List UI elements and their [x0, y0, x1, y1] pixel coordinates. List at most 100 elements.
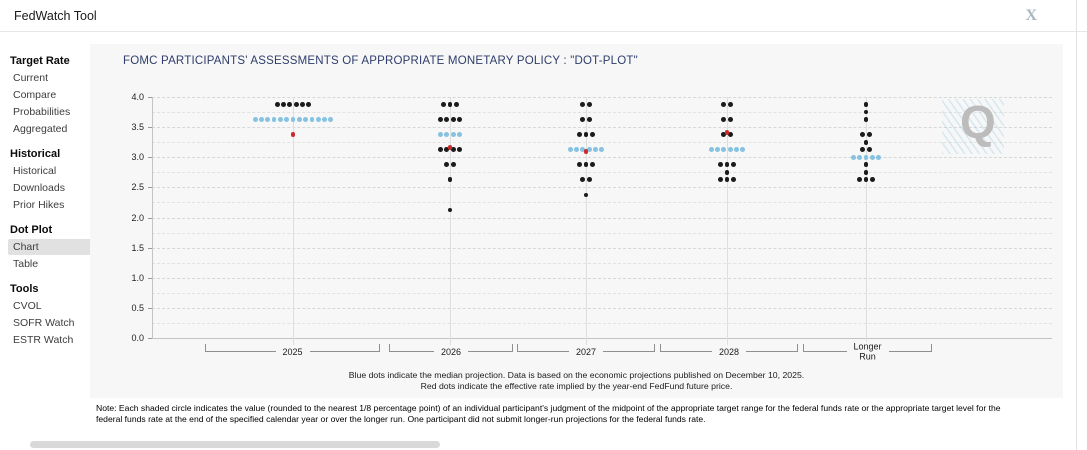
- participant-dot: [721, 117, 727, 122]
- y-axis-label: 4.0: [131, 92, 144, 102]
- y-axis-label: 0.0: [131, 333, 144, 343]
- sidebar-item-estr-watch[interactable]: ESTR Watch: [13, 334, 74, 346]
- sidebar-section-dot-plot: Dot Plot: [10, 224, 53, 236]
- major-gridline: [152, 97, 1052, 98]
- column-center-line: [586, 97, 587, 345]
- caption-line-red: Red dots indicate the effective rate imp…: [420, 380, 733, 391]
- y-axis-tick: [148, 127, 152, 129]
- participant-dot: [860, 132, 866, 138]
- sidebar-section-historical: Historical: [10, 148, 61, 160]
- app-header: FedWatch Tool X: [0, 0, 1087, 32]
- caption-line-blue: Blue dots indicate the median projection…: [348, 370, 805, 380]
- sidebar-item-compare[interactable]: Compare: [13, 89, 57, 101]
- y-axis-tick: [148, 187, 152, 189]
- participant-dot: [450, 162, 456, 168]
- minor-gridline: [152, 142, 1052, 144]
- median-dot: [708, 147, 714, 153]
- sidebar-item-chart[interactable]: Chart: [8, 239, 92, 255]
- median-dot: [271, 117, 277, 122]
- sidebar-item-historical[interactable]: Historical: [13, 165, 57, 177]
- participant-dot: [718, 177, 724, 183]
- y-axis-label: 2.5: [131, 182, 144, 193]
- column-center-line: [450, 97, 451, 345]
- median-dot: [574, 147, 579, 153]
- participant-dot: [583, 132, 589, 138]
- median-dot: [869, 154, 875, 160]
- bracket-tick-right: [379, 344, 380, 352]
- participant-dot: [447, 207, 453, 213]
- median-dot: [309, 117, 315, 122]
- major-gridline: [152, 307, 1052, 309]
- y-axis-label: 1.5: [131, 242, 144, 253]
- major-gridline: [152, 187, 1052, 189]
- median-dot: [328, 117, 334, 122]
- participant-dot: [293, 102, 299, 107]
- sidebar-item-aggregated[interactable]: Aggregated: [13, 123, 68, 135]
- x-axis-group-label: 2025: [275, 346, 310, 358]
- participant-dot: [721, 132, 727, 138]
- median-dot: [252, 117, 258, 122]
- participant-dot: [447, 102, 453, 107]
- participant-dot: [457, 117, 462, 122]
- sidebar-item-downloads[interactable]: Downloads: [13, 182, 65, 194]
- major-gridline: [152, 217, 1052, 219]
- participant-dot: [586, 117, 592, 122]
- bracket-tick-left: [803, 344, 804, 352]
- bracket-tick-right: [797, 344, 798, 352]
- x-axis-group-label: 2026: [433, 346, 469, 358]
- participant-dot: [457, 147, 462, 153]
- minor-gridline: [152, 262, 1052, 264]
- sidebar-item-sofr-watch[interactable]: SOFR Watch: [13, 317, 75, 329]
- participant-dot: [589, 162, 595, 168]
- chart-title: FOMC PARTICIPANTS' ASSESSMENTS OF APPROP…: [123, 55, 638, 67]
- sidebar-item-prior-hikes[interactable]: Prior Hikes: [13, 199, 65, 211]
- median-dot: [284, 117, 290, 122]
- participant-dot: [727, 132, 733, 138]
- effective-rate-dot: [583, 148, 589, 154]
- minor-gridline: [152, 202, 1052, 204]
- effective-rate-dot: [290, 132, 296, 138]
- sidebar-item-probabilities[interactable]: Probabilities: [13, 106, 71, 118]
- participant-dot: [577, 132, 583, 138]
- effective-rate-dot: [447, 145, 453, 150]
- participant-dot: [450, 117, 456, 122]
- median-dot: [296, 117, 302, 122]
- sidebar-item-current[interactable]: Current: [13, 72, 49, 84]
- sidebar-item-cvol[interactable]: CVOL: [13, 300, 42, 312]
- median-dot: [315, 117, 321, 122]
- participant-dot: [586, 102, 592, 107]
- participant-dot: [727, 117, 733, 122]
- panel-right-border: [1076, 0, 1077, 450]
- minor-gridline: [152, 322, 1052, 324]
- dot-plot: 0.0 0.5 1.0 1.5 2.0 2.5 3.0 3.5 4.0 2025 2026 2027 2…: [90, 44, 1063, 398]
- participant-dot: [730, 162, 736, 168]
- median-dot: [259, 117, 264, 122]
- participant-dot: [869, 177, 875, 183]
- bracket-tick-right: [931, 344, 932, 352]
- x-group-bracket: 2026: [389, 344, 513, 358]
- y-axis-label: 3.0: [131, 152, 144, 163]
- bracket-tick-left: [205, 344, 206, 352]
- median-dot: [303, 117, 308, 122]
- effective-rate-dot: [724, 130, 730, 135]
- median-dot: [438, 132, 443, 138]
- participant-dot: [577, 162, 583, 168]
- x-share-icon[interactable]: X: [1025, 7, 1037, 24]
- horizontal-scrollbar-thumb[interactable]: [30, 441, 440, 448]
- median-dot: [457, 132, 462, 138]
- participant-dot: [586, 177, 592, 183]
- participant-dot: [453, 102, 459, 107]
- column-center-line: [727, 97, 728, 345]
- participant-dot: [857, 177, 863, 183]
- participant-dot: [724, 177, 730, 183]
- column-center-line: [866, 97, 867, 345]
- participant-dot: [281, 102, 286, 107]
- median-dot: [863, 154, 869, 160]
- participant-dot: [727, 102, 733, 107]
- sidebar-item-table[interactable]: Table: [13, 258, 39, 270]
- participant-dot: [860, 147, 866, 153]
- y-axis-label: 2.0: [131, 212, 144, 223]
- participant-dot: [441, 102, 447, 107]
- watermark-hatch-icon: [942, 99, 1004, 154]
- participant-dot: [447, 177, 453, 183]
